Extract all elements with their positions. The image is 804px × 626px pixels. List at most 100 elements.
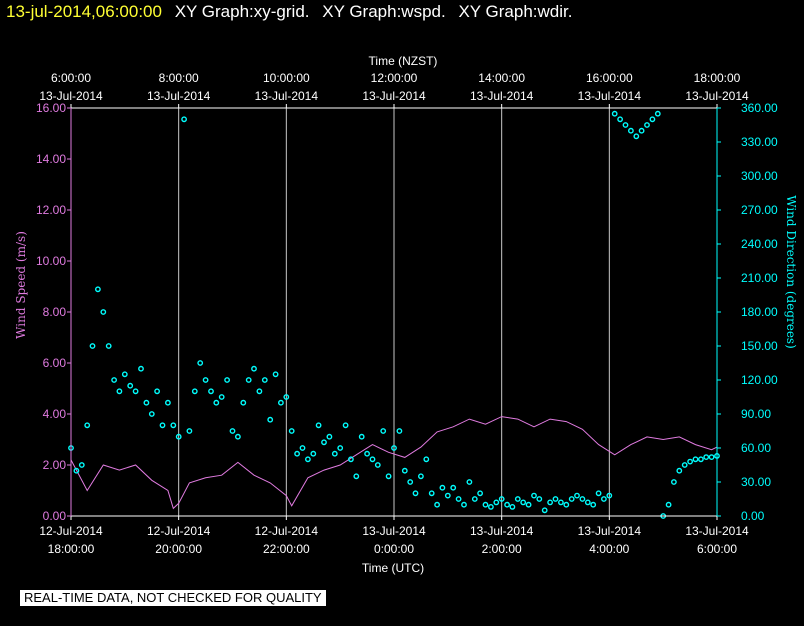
wind-direction-point	[299, 445, 306, 451]
wind-direction-point	[471, 496, 478, 502]
top-tick-date: 13-Jul-2014	[147, 89, 211, 103]
wind-direction-point	[105, 343, 112, 349]
wind-direction-point	[665, 501, 672, 508]
bottom-tick-time: 18:00:00	[48, 542, 95, 556]
right-tick-label: 240.00	[741, 237, 778, 251]
left-axis-title: Wind Speed (m/s)	[14, 231, 28, 339]
right-tick-label: 150.00	[741, 339, 778, 353]
wind-direction-point	[369, 456, 376, 463]
header-timestamp: 13-jul-2014,06:00:00	[6, 2, 162, 21]
left-tick-label: 14.00	[36, 152, 66, 166]
wind-direction-point	[116, 388, 123, 395]
wind-direction-point	[304, 456, 311, 463]
wind-direction-point	[461, 501, 467, 508]
wind-direction-point	[708, 454, 715, 460]
wind-direction-point	[606, 492, 613, 499]
wind-direction-point	[611, 110, 618, 117]
top-tick-date: 13-Jul-2014	[685, 89, 749, 103]
left-tick-label: 4.00	[43, 407, 67, 421]
top-tick-time: 10:00:00	[263, 71, 310, 85]
bottom-tick-date: 12-Jul-2014	[255, 524, 319, 538]
wind-direction-point	[687, 458, 693, 465]
right-tick-label: 330.00	[741, 135, 778, 149]
left-tick-label: 8.00	[43, 305, 67, 319]
wind-direction-point	[563, 501, 570, 508]
grid-layer	[178, 108, 610, 516]
wind-direction-point	[358, 433, 365, 440]
wind-direction-point	[671, 479, 677, 485]
right-tick-label: 90.00	[741, 407, 771, 421]
wind-direction-point	[127, 382, 134, 389]
wind-direction-point	[396, 428, 403, 434]
header-title-wdir: XY Graph:wdir.	[458, 2, 573, 21]
top-tick-date: 13-Jul-2014	[578, 89, 642, 103]
wind-direction-point	[218, 394, 225, 400]
wind-direction-point	[321, 439, 327, 446]
wind-direction-point	[536, 496, 543, 502]
wind-direction-point	[391, 445, 397, 451]
wind-direction-point	[509, 503, 516, 510]
wind-direction-point	[407, 479, 414, 485]
wind-direction-point	[584, 499, 591, 506]
wind-direction-point	[159, 422, 166, 429]
bottom-tick-time: 0:00:00	[374, 542, 414, 556]
wind-direction-point	[138, 365, 144, 372]
top-tick-date: 13-Jul-2014	[255, 89, 319, 103]
wind-direction-point	[477, 490, 483, 497]
top-tick-time: 12:00:00	[371, 71, 418, 85]
bottom-tick-time: 6:00:00	[697, 542, 737, 556]
wind-direction-point	[170, 422, 177, 429]
wind-direction-point	[498, 496, 505, 502]
wind-direction-point	[574, 492, 580, 499]
wind-direction-point	[558, 499, 564, 506]
wind-direction-point	[595, 490, 602, 497]
wind-direction-point	[423, 456, 430, 463]
wind-direction-point	[73, 467, 80, 474]
wind-direction-point	[164, 399, 171, 406]
right-tick-label: 30.00	[741, 475, 771, 489]
wind-direction-point	[493, 499, 500, 506]
wind-direction-point	[197, 360, 204, 366]
top-tick-time: 18:00:00	[694, 71, 741, 85]
wind-direction-point	[439, 484, 446, 491]
right-tick-label: 360.00	[741, 101, 778, 115]
wind-direction-point	[342, 422, 349, 429]
bottom-axis-title: Time (UTC)	[362, 561, 424, 575]
wind-direction-point	[601, 496, 607, 502]
wind-direction-point	[272, 371, 279, 378]
top-tick-date: 13-Jul-2014	[39, 89, 103, 103]
left-tick-label: 16.00	[36, 101, 66, 115]
wind-direction-point	[256, 388, 263, 395]
right-tick-label: 270.00	[741, 203, 778, 217]
wind-direction-point	[401, 467, 408, 474]
wind-direction-point	[703, 454, 710, 460]
wind-direction-point	[240, 399, 247, 406]
wind-direction-point	[89, 343, 96, 349]
wind-direction-point	[547, 499, 553, 506]
bottom-tick-date: 13-Jul-2014	[578, 524, 642, 538]
wind-direction-point	[681, 462, 688, 468]
wind-direction-point	[148, 411, 155, 417]
header-title-wspd: XY Graph:wspd.	[322, 2, 446, 21]
wind-direction-point	[385, 473, 392, 480]
wind-direction-point	[186, 428, 193, 434]
wind-direction-point	[267, 416, 274, 423]
right-tick-label: 300.00	[741, 169, 778, 183]
wind-direction-point	[95, 286, 101, 293]
wind-direction-point	[541, 507, 548, 514]
wind-direction-point	[331, 450, 338, 457]
wind-direction-point	[229, 428, 236, 434]
wind-direction-point	[380, 428, 387, 434]
right-tick-label: 0.00	[741, 509, 765, 523]
graph-header: 13-jul-2014,06:00:00 XY Graph:xy-grid. X…	[6, 2, 572, 22]
bottom-tick-date: 12-Jul-2014	[147, 524, 211, 538]
wind-direction-point	[175, 433, 182, 440]
wind-direction-point	[482, 501, 489, 508]
wind-direction-point	[514, 496, 521, 502]
wind-direction-point	[234, 433, 241, 440]
wind-direction-point	[245, 377, 252, 383]
wind-direction-point	[590, 501, 597, 508]
wind-direction-point	[531, 492, 537, 499]
wind-direction-point	[628, 127, 634, 134]
wind-direction-point	[132, 388, 139, 395]
